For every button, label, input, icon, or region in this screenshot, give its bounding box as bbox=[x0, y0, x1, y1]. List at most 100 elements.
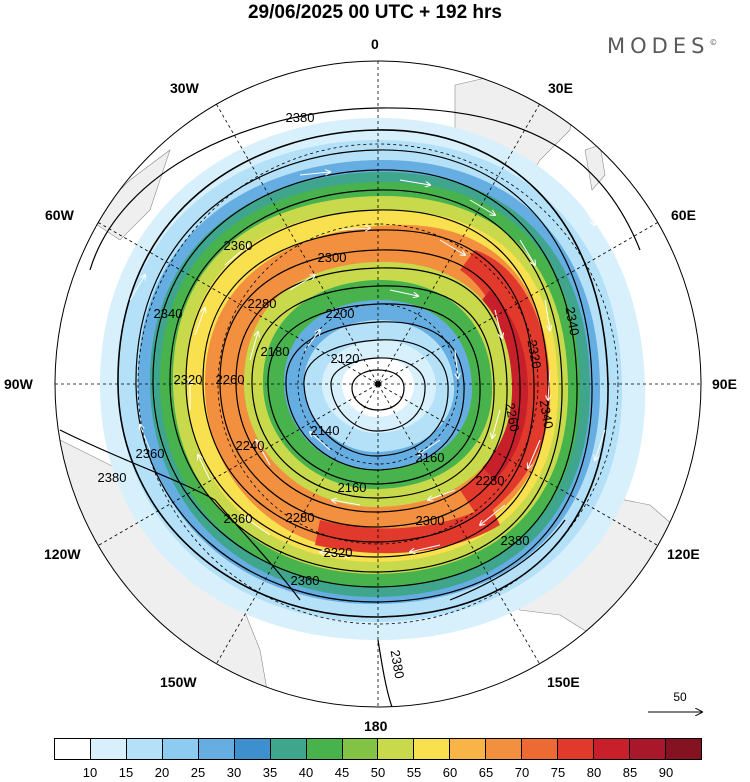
wind-arrow bbox=[455, 349, 458, 378]
lon-label-0: 0 bbox=[371, 36, 379, 52]
contour-label: 2120 bbox=[331, 351, 360, 366]
contour-label: 2360 bbox=[224, 238, 253, 253]
lon-label-60e: 60E bbox=[671, 207, 696, 223]
south-america-north bbox=[89, 149, 171, 241]
contour-label: 2140 bbox=[311, 423, 340, 438]
contour-label: 2380 bbox=[98, 470, 127, 485]
wind-arrow bbox=[140, 425, 151, 451]
lon-label-90e: 90E bbox=[712, 376, 737, 392]
colorbar-tick-label: 75 bbox=[550, 765, 566, 780]
colorbar-tick-label: 40 bbox=[298, 765, 314, 780]
wind-arrow bbox=[239, 135, 268, 141]
colorbar-tick-label: 60 bbox=[442, 765, 458, 780]
colorbar-swatch bbox=[306, 739, 343, 759]
colorbar-swatch bbox=[522, 739, 559, 759]
contour-2380-southeast bbox=[449, 519, 566, 601]
colorbar-tick-label: 80 bbox=[586, 765, 602, 780]
wind-arrow bbox=[320, 552, 351, 559]
lon-label-60w: 60W bbox=[45, 207, 74, 223]
wind-arrow bbox=[480, 504, 506, 525]
contour-label: 2280 bbox=[286, 510, 315, 525]
madagascar-land bbox=[584, 144, 606, 191]
wind-arrow bbox=[469, 199, 495, 215]
colorbar-tick-label: 25 bbox=[190, 765, 206, 780]
colorbar-tick-label: 55 bbox=[406, 765, 422, 780]
wind-arrow bbox=[418, 439, 441, 455]
wind-arrow bbox=[249, 332, 258, 361]
contour-label: 2180 bbox=[261, 344, 290, 359]
contour-label: 2280 bbox=[476, 473, 505, 488]
contour-label: 2360 bbox=[136, 446, 165, 461]
colorbar-tick-label: 70 bbox=[514, 765, 530, 780]
reference-vector: 50 bbox=[640, 690, 720, 725]
contour-2360 bbox=[117, 129, 609, 618]
colorbar-swatch bbox=[126, 739, 163, 759]
colorbar bbox=[54, 738, 702, 760]
contour-2380-bottom bbox=[377, 639, 393, 707]
wind-arrow bbox=[245, 518, 271, 536]
colorbar-swatch bbox=[198, 739, 235, 759]
colorbar-swatch bbox=[665, 739, 701, 759]
contour-label: 2300 bbox=[318, 250, 347, 265]
wind-arrow bbox=[299, 172, 330, 176]
contour-label: 2340 bbox=[563, 306, 583, 337]
colorbar-swatch bbox=[486, 739, 523, 759]
lon-label-30w: 30W bbox=[170, 80, 199, 96]
colorbar-tick-label: 10 bbox=[82, 765, 98, 780]
colorbar-labels: 10 15 20 25 30 35 40 45 50 55 60 65 70 75 80 85 90 bbox=[54, 765, 702, 781]
contour-label: 2320 bbox=[324, 545, 353, 560]
wind-arrow bbox=[310, 432, 331, 451]
contour-label: 2260 bbox=[503, 402, 523, 433]
wind-arrow bbox=[519, 239, 535, 265]
colorbar-swatch bbox=[594, 739, 630, 759]
wind-arrow bbox=[339, 228, 370, 230]
wind-arrow bbox=[129, 275, 145, 301]
colorbar-swatch bbox=[342, 739, 379, 759]
wind-arrow bbox=[289, 275, 315, 291]
wind-arrow bbox=[399, 179, 430, 185]
wind-arrow bbox=[224, 245, 248, 266]
contour-label: 2240 bbox=[236, 438, 265, 453]
colorbar-swatch bbox=[270, 739, 307, 759]
contour-2240 bbox=[219, 249, 521, 528]
wind-arrow bbox=[528, 439, 541, 468]
contour-2380-south bbox=[59, 429, 301, 601]
contour-label: 2320 bbox=[525, 339, 545, 370]
lon-label-180: 180 bbox=[364, 718, 388, 734]
colorbar-tick-label: 30 bbox=[226, 765, 242, 780]
wind-jet-core-east bbox=[460, 250, 551, 520]
contour-2120 bbox=[330, 357, 426, 432]
reference-vector-label: 50 bbox=[673, 690, 687, 704]
contour-label: 2340 bbox=[537, 399, 557, 430]
lon-label-30e: 30E bbox=[548, 80, 573, 96]
colorbar-tick-label: 65 bbox=[478, 765, 494, 780]
contour-label: 2280 bbox=[248, 296, 277, 311]
contour-label: 2380 bbox=[501, 533, 530, 548]
lon-label-150w: 150W bbox=[160, 674, 197, 690]
lon-label-150e: 150E bbox=[547, 674, 580, 690]
colorbar-tick-label: 20 bbox=[154, 765, 170, 780]
wind-arrow bbox=[548, 369, 550, 400]
colorbar-swatch bbox=[630, 739, 666, 759]
brand-name: MODES bbox=[607, 34, 710, 58]
brand-logo: MODES© bbox=[607, 34, 717, 58]
wind-arrow bbox=[428, 489, 456, 500]
colorbar-swatch bbox=[414, 739, 451, 759]
colorbar-swatch bbox=[378, 739, 415, 759]
contour-2180 bbox=[267, 303, 481, 485]
colorbar-tick-label: 35 bbox=[262, 765, 278, 780]
colorbar-tick-label: 45 bbox=[334, 765, 350, 780]
contour-label: 2360 bbox=[291, 573, 320, 588]
pole-marker bbox=[375, 381, 381, 387]
lon-label-90w: 90W bbox=[4, 376, 33, 392]
contour-label: 2380 bbox=[286, 110, 315, 125]
colorbar-swatch bbox=[90, 739, 127, 759]
colorbar-swatch bbox=[558, 739, 595, 759]
colorbar-tick-label: 90 bbox=[658, 765, 674, 780]
wind-arrow bbox=[494, 309, 502, 338]
wind-arrow bbox=[410, 544, 441, 552]
contour-2200 bbox=[251, 285, 495, 499]
wind-arrow bbox=[595, 429, 606, 460]
colorbar-tick-label: 85 bbox=[622, 765, 638, 780]
